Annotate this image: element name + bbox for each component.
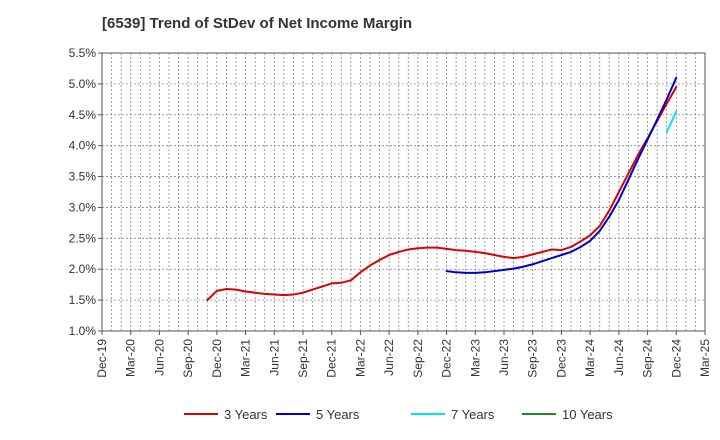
- x-tick-label: Dec-22: [440, 339, 454, 378]
- x-tick-label: Jun-24: [612, 339, 626, 376]
- series-line-5-years: [445, 76, 678, 274]
- legend-label-7-years: 7 Years: [451, 407, 495, 422]
- x-tick-label: Mar-24: [583, 339, 597, 377]
- x-tick-label: Dec-21: [325, 339, 339, 378]
- legend-label-10-years: 10 Years: [562, 407, 613, 422]
- x-tick-label: Sep-22: [411, 339, 425, 378]
- legend-label-5-years: 5 Years: [316, 407, 360, 422]
- y-tick-label: 1.5%: [69, 293, 97, 307]
- y-tick-label: 5.5%: [69, 46, 97, 60]
- x-tick-label: Jun-23: [497, 339, 511, 376]
- y-axis: 1.0% 1.5% 2.0% 2.5% 3.0% 3.5% 4.0% 4.5% 5.0% 5.5%: [69, 46, 102, 338]
- x-tick-label: Jun-20: [152, 339, 166, 376]
- y-tick-label: 1.0%: [69, 324, 97, 338]
- legend-label-3-years: 3 Years: [224, 407, 268, 422]
- y-tick-label: 2.0%: [69, 262, 97, 276]
- series-line-3-years: [206, 85, 678, 302]
- x-tick-label: Mar-23: [468, 339, 482, 377]
- legend: 3 Years 5 Years 7 Years 10 Years: [184, 407, 613, 422]
- x-tick-label: Dec-24: [669, 339, 683, 378]
- x-tick-label: Dec-23: [554, 339, 568, 378]
- y-tick-label: 3.5%: [69, 170, 97, 184]
- grid: [102, 53, 705, 331]
- y-tick-label: 5.0%: [69, 77, 97, 91]
- x-tick-label: Mar-21: [239, 339, 253, 377]
- x-tick-label: Sep-20: [181, 339, 195, 378]
- x-tick-label: Jun-22: [382, 339, 396, 376]
- series-group: [206, 76, 678, 302]
- x-tick-label: Dec-20: [210, 339, 224, 378]
- y-tick-label: 4.0%: [69, 139, 97, 153]
- plot-area: [101, 52, 706, 332]
- y-tick-label: 3.0%: [69, 200, 97, 214]
- x-tick-label: Mar-25: [698, 339, 712, 377]
- series-line-7-years: [665, 110, 678, 134]
- x-axis: Dec-19 Mar-20 Jun-20 Sep-20 Dec-20 Mar-21 Jun-…: [95, 331, 712, 378]
- x-tick-label: Sep-23: [526, 339, 540, 378]
- x-tick-label: Dec-19: [95, 339, 109, 378]
- chart-title: [6539] Trend of StDev of Net Income Marg…: [102, 15, 412, 32]
- x-tick-label: Mar-22: [353, 339, 367, 377]
- x-tick-label: Sep-24: [641, 339, 655, 378]
- x-tick-label: Mar-20: [124, 339, 138, 377]
- y-tick-label: 4.5%: [69, 108, 97, 122]
- y-tick-label: 2.5%: [69, 231, 97, 245]
- x-tick-label: Jun-21: [267, 339, 281, 376]
- x-tick-label: Sep-21: [296, 339, 310, 378]
